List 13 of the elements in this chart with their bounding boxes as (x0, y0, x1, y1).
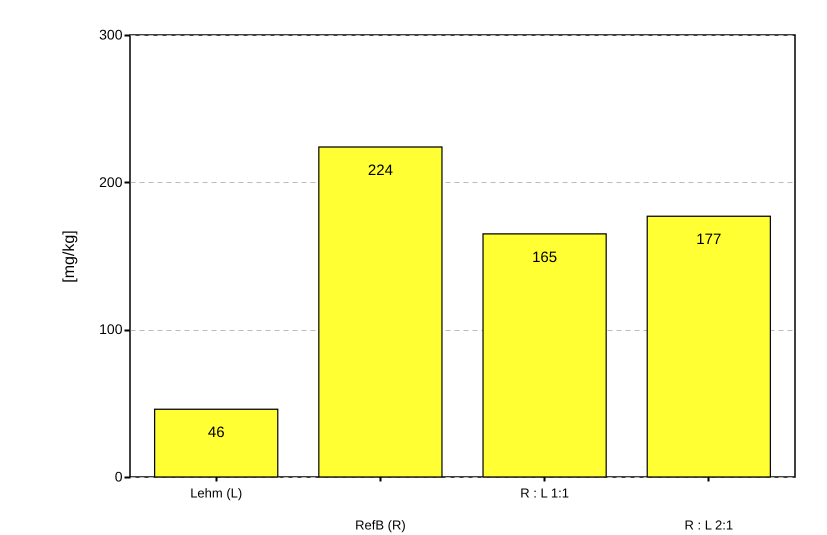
y-tick-label: 0 (114, 468, 123, 484)
data-label: 177 (696, 231, 722, 248)
x-tick-label: RefB (R) (355, 518, 406, 532)
data-label: 46 (208, 424, 225, 442)
x-tick-label: Lehm (L) (190, 486, 242, 500)
y-axis-title: [mg/kg] (61, 230, 78, 283)
data-label: 224 (368, 162, 393, 179)
x-tick-label: R : L 2:1 (684, 518, 734, 532)
y-tick-label: 100 (99, 321, 123, 338)
x-tick-label: R : L 1:1 (520, 486, 569, 500)
data-label: 165 (532, 248, 558, 266)
y-tick-label: 200 (99, 174, 123, 190)
y-tick-label: 300 (99, 26, 123, 42)
